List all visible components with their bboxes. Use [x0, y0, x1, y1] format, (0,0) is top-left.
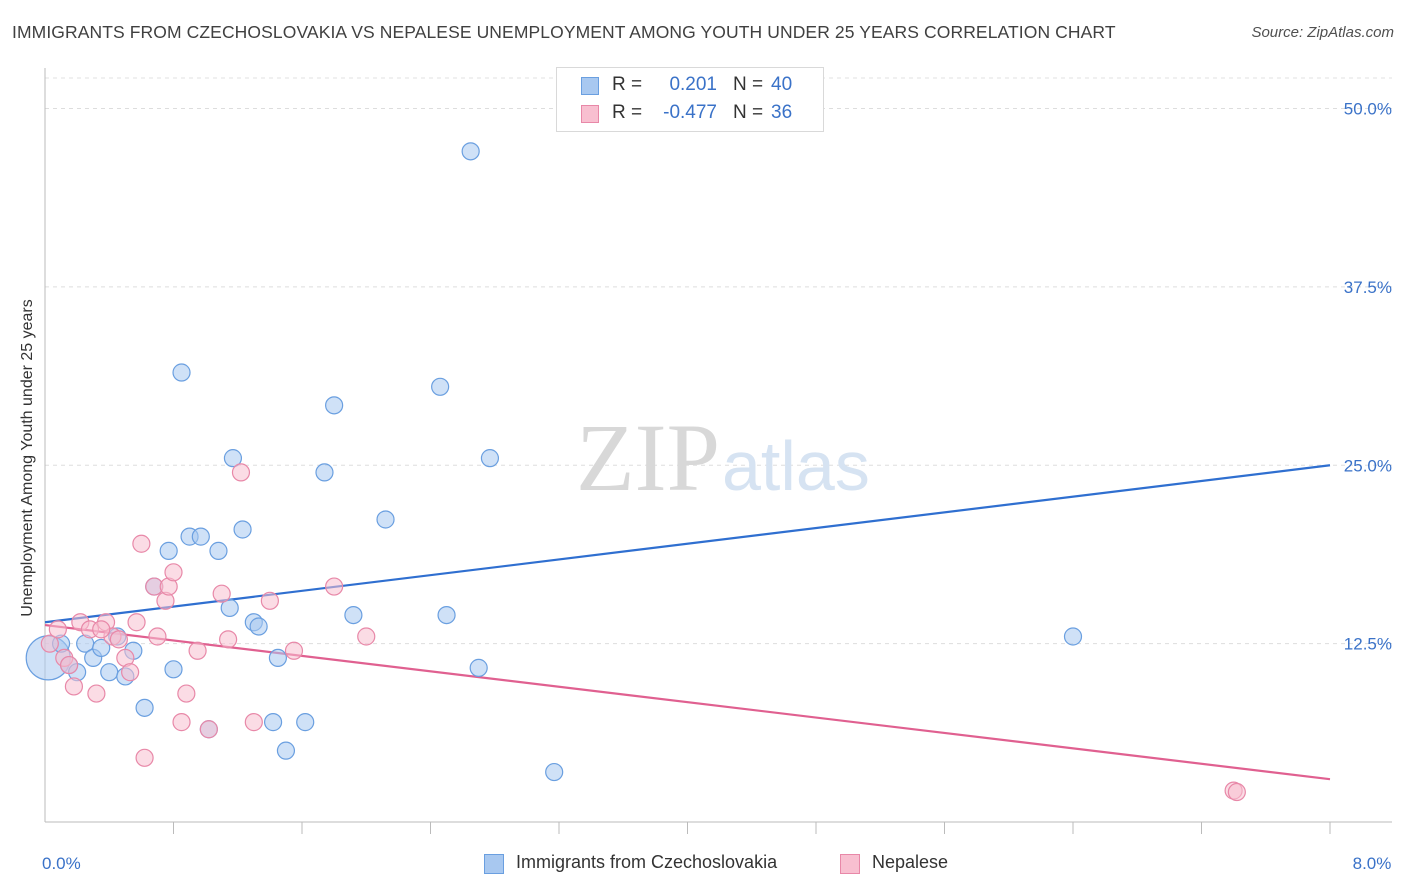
stats-swatch-blue [581, 77, 599, 95]
point-nepalese [231, 463, 251, 482]
point-nepalese [64, 677, 84, 696]
watermark-atlas: atlas [722, 427, 870, 505]
point-nepalese [109, 630, 128, 649]
point-nepalese [1227, 782, 1246, 802]
point-czechoslovakia [268, 648, 288, 668]
point-nepalese [260, 591, 279, 610]
point-czechoslovakia [315, 463, 334, 482]
n-label: N = [733, 102, 764, 123]
n-label: N = [733, 74, 764, 95]
point-nepalese [357, 627, 376, 646]
point-czechoslovakia [276, 741, 296, 760]
point-nepalese [92, 620, 111, 639]
point-czechoslovakia [249, 617, 268, 636]
point-czechoslovakia [209, 541, 228, 560]
y-tick-label: 12.5% [1344, 635, 1392, 654]
point-czechoslovakia [159, 541, 178, 560]
point-nepalese [325, 577, 344, 596]
legend: Immigrants from Czechoslovakia Nepalese [0, 852, 1406, 876]
point-nepalese [199, 720, 218, 739]
point-nepalese [127, 613, 146, 632]
point-czechoslovakia [220, 598, 239, 618]
point-nepalese [172, 713, 191, 732]
point-nepalese [164, 563, 183, 582]
point-nepalese [135, 748, 154, 767]
stats-row-czechoslovakia: R = 0.201 N = 40 [557, 74, 823, 100]
tick-labels: 12.5% 25.0% 37.5% 50.0% 0.0% 8.0% [42, 100, 1392, 873]
point-nepalese [148, 627, 167, 646]
trend-line-nepalese [44, 623, 1331, 781]
point-czechoslovakia [545, 762, 564, 782]
point-nepalese [177, 684, 196, 703]
x-tick-label: 8.0% [1353, 854, 1392, 873]
r-value: 0.201 [669, 74, 717, 95]
legend-label: Nepalese [872, 852, 949, 872]
point-nepalese [284, 641, 304, 660]
stats-swatch-pink [581, 105, 599, 123]
point-nepalese [48, 620, 67, 639]
point-czechoslovakia [92, 638, 111, 658]
n-value: 40 [771, 74, 793, 95]
point-nepalese [40, 634, 59, 653]
point-nepalese [212, 584, 231, 603]
point-czechoslovakia [461, 142, 480, 161]
point-nepalese [121, 663, 140, 682]
point-nepalese [219, 630, 238, 649]
n-value: 36 [771, 102, 793, 123]
gridlines [45, 77, 1392, 645]
point-czechoslovakia [100, 663, 119, 682]
trend-lines [44, 464, 1331, 781]
point-czechoslovakia [431, 377, 450, 396]
y-axis-label: Unemployment Among Youth under 25 years [19, 299, 36, 617]
point-czechoslovakia [1063, 627, 1083, 646]
data-points [25, 142, 1246, 802]
point-czechoslovakia [172, 363, 191, 382]
point-czechoslovakia [376, 510, 395, 529]
point-nepalese [244, 713, 263, 732]
r-label: R = [612, 74, 643, 95]
legend-swatch-blue [484, 854, 504, 874]
chart-title: IMMIGRANTS FROM CZECHOSLOVAKIA VS NEPALE… [12, 22, 1116, 42]
y-tick-label: 50.0% [1344, 100, 1392, 119]
point-czechoslovakia [480, 449, 500, 468]
point-nepalese [132, 534, 151, 553]
point-nepalese [59, 655, 79, 675]
stats-row-nepalese: R = -0.477 N = 36 [557, 102, 823, 128]
stats-legend: R = 0.201 N = 40 R = -0.477 N = 36 [556, 67, 824, 132]
point-czechoslovakia [223, 449, 243, 468]
point-czechoslovakia [233, 520, 252, 539]
point-nepalese [188, 641, 207, 660]
y-tick-label: 25.0% [1344, 456, 1392, 475]
point-czechoslovakia [164, 660, 183, 679]
point-czechoslovakia [296, 713, 315, 732]
point-czechoslovakia [325, 396, 344, 415]
point-czechoslovakia [263, 713, 283, 732]
x-tick-label: 0.0% [42, 854, 81, 873]
source-label: Source: ZipAtlas.com [1251, 24, 1394, 41]
point-czechoslovakia [135, 698, 154, 717]
point-nepalese [87, 684, 106, 703]
point-czechoslovakia [437, 605, 456, 625]
y-tick-label: 37.5% [1344, 278, 1392, 297]
watermark-zip: ZIP [576, 404, 720, 511]
point-czechoslovakia [191, 527, 210, 546]
legend-swatch-pink [840, 854, 860, 874]
legend-label: Immigrants from Czechoslovakia [516, 852, 778, 872]
point-czechoslovakia [469, 658, 488, 677]
r-value: -0.477 [663, 102, 717, 123]
r-label: R = [612, 102, 643, 123]
axes [44, 68, 1392, 834]
point-czechoslovakia [344, 605, 363, 625]
trend-line-czechoslovakia [44, 464, 1331, 624]
